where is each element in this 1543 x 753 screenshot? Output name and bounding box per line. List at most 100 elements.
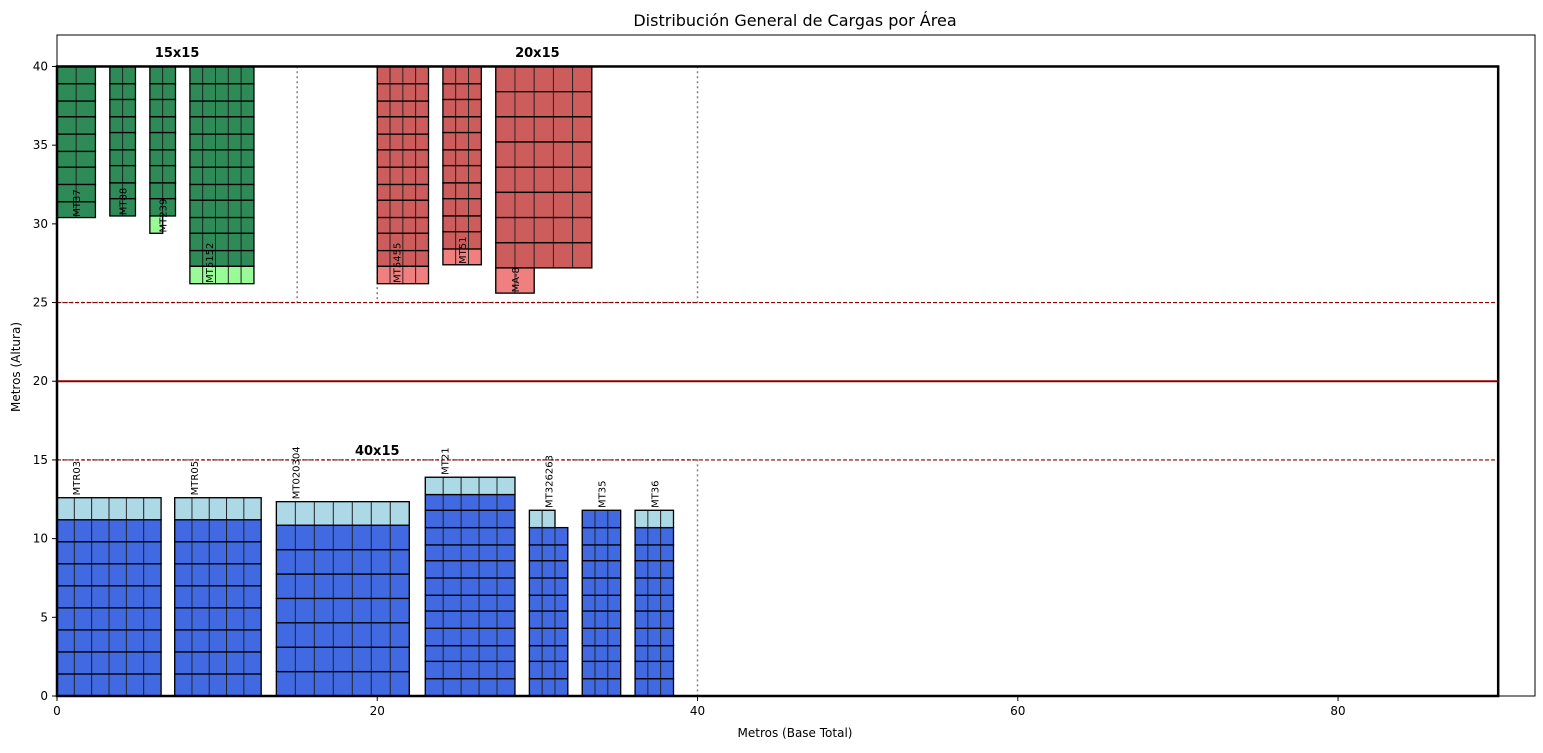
cargo-block xyxy=(189,217,204,234)
cargo-block xyxy=(460,560,480,579)
cargo-block xyxy=(174,607,193,631)
cargo-block xyxy=(634,610,649,629)
block-row xyxy=(189,83,255,102)
cargo-block xyxy=(496,494,516,511)
cargo-block xyxy=(607,594,622,612)
cargo-block xyxy=(442,165,457,184)
cargo-block xyxy=(402,232,417,252)
cargo-block xyxy=(125,651,145,675)
cargo-block xyxy=(370,597,391,624)
cargo-block xyxy=(226,563,245,587)
cargo-block xyxy=(56,66,77,85)
cargo-block xyxy=(581,678,596,697)
cargo-block xyxy=(143,563,162,587)
cargo-block xyxy=(376,184,391,201)
block-row xyxy=(109,98,137,118)
block-row xyxy=(109,116,137,134)
cargo-block xyxy=(460,577,480,596)
block-row xyxy=(149,131,177,151)
cargo-block xyxy=(122,116,136,134)
cargo-block xyxy=(376,199,391,219)
cargo-block xyxy=(75,100,96,118)
cargo-block xyxy=(143,497,162,521)
block-row xyxy=(442,116,482,134)
cargo-block xyxy=(376,133,391,151)
cargo-block xyxy=(455,99,469,118)
cargo-block xyxy=(581,645,596,662)
block-row xyxy=(581,509,622,529)
cargo-block xyxy=(554,527,569,546)
stack-mt37: MT37 xyxy=(56,65,97,219)
cargo-block xyxy=(496,660,516,680)
cargo-block xyxy=(541,527,556,546)
cargo-block xyxy=(376,232,391,252)
block-row xyxy=(275,548,410,575)
cargo-block xyxy=(415,100,429,118)
cargo-block xyxy=(581,560,596,579)
cargo-block xyxy=(91,673,110,697)
cargo-block xyxy=(554,577,569,596)
cargo-block xyxy=(202,116,216,135)
block-row xyxy=(189,265,255,285)
cargo-block xyxy=(424,660,444,680)
cargo-block xyxy=(468,198,482,217)
cargo-block xyxy=(227,265,242,285)
cargo-block xyxy=(660,560,674,579)
block-row xyxy=(442,182,482,200)
cargo-block xyxy=(275,646,296,673)
cargo-block xyxy=(240,133,255,151)
cargo-block xyxy=(191,585,210,609)
cargo-block xyxy=(149,99,164,118)
block-row xyxy=(376,149,430,168)
cargo-block xyxy=(389,549,410,575)
cargo-block xyxy=(478,494,498,511)
block-row xyxy=(424,678,516,697)
cargo-block xyxy=(189,133,204,151)
cargo-block xyxy=(109,116,124,134)
stack-mt36: MT36 xyxy=(634,480,675,697)
cargo-block xyxy=(56,673,75,697)
cargo-block xyxy=(125,673,145,697)
cargo-block xyxy=(552,66,574,93)
cargo-block xyxy=(415,232,429,252)
block-row xyxy=(442,98,482,118)
block-row xyxy=(149,164,177,184)
block-row xyxy=(174,585,262,609)
cargo-block xyxy=(202,100,216,118)
cargo-block xyxy=(607,560,622,579)
cargo-block xyxy=(215,83,229,102)
cargo-block xyxy=(552,217,574,244)
cargo-block xyxy=(122,66,136,85)
cargo-block xyxy=(191,629,210,653)
cargo-block xyxy=(243,673,262,697)
cargo-block xyxy=(370,549,391,575)
cargo-block xyxy=(73,519,93,543)
block-row xyxy=(376,83,430,102)
cargo-block xyxy=(240,265,255,285)
cargo-block xyxy=(189,166,204,185)
cargo-block xyxy=(351,622,372,648)
cargo-block xyxy=(468,215,482,233)
cargo-block xyxy=(460,527,480,546)
cargo-block xyxy=(174,541,193,565)
block-row xyxy=(376,216,430,234)
block-row xyxy=(174,497,262,521)
cargo-block xyxy=(554,645,569,662)
cargo-block xyxy=(191,563,210,587)
cargo-block xyxy=(208,673,228,697)
stack-mtr03: MTR03 xyxy=(56,461,162,697)
cargo-block xyxy=(442,527,462,546)
block-row xyxy=(56,100,97,118)
cargo-block xyxy=(552,166,574,193)
cargo-block xyxy=(389,149,404,168)
cargo-block xyxy=(313,622,334,648)
cargo-block xyxy=(402,66,417,85)
block-row xyxy=(528,610,569,629)
cargo-block xyxy=(554,544,569,562)
cargo-block xyxy=(227,217,242,234)
cargo-block xyxy=(660,627,674,647)
cargo-block xyxy=(460,509,480,529)
block-row xyxy=(56,116,97,135)
cargo-block xyxy=(189,100,204,118)
cargo-block xyxy=(149,182,164,200)
